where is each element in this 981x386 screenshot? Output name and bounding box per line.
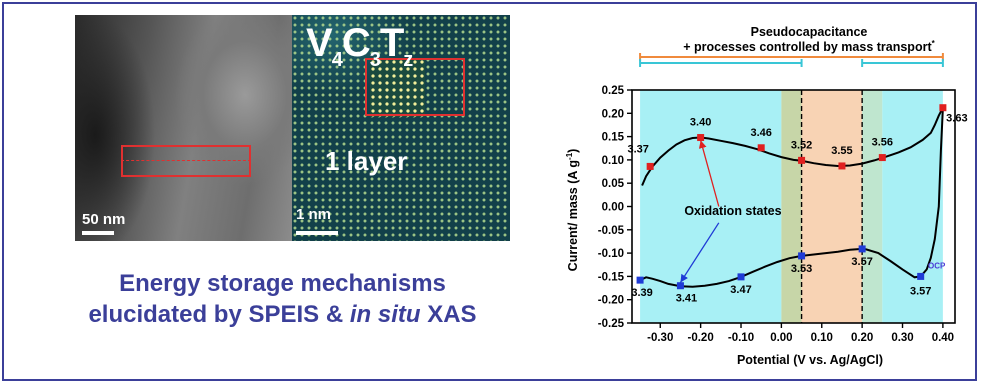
x-tick-label-2: -0.10 bbox=[728, 332, 754, 344]
cathodic-point-label-3: 3.53 bbox=[791, 263, 812, 275]
scale-label-left: 50 nm bbox=[82, 211, 126, 228]
x-tick-label-7: 0.40 bbox=[932, 332, 954, 344]
region-bracket-1 bbox=[639, 59, 803, 67]
anodic-point-label-5: 3.56 bbox=[872, 137, 893, 149]
y-tick-label-5: 0.00 bbox=[602, 202, 624, 214]
layer-roi-box bbox=[121, 145, 251, 177]
region-bracket-2 bbox=[861, 59, 944, 67]
caption-line-2: elucidated by SPEIS & in situ XAS bbox=[88, 301, 477, 328]
scale-bar-left bbox=[82, 231, 114, 235]
potential-region-3 bbox=[862, 90, 883, 323]
cathodic-point-3 bbox=[798, 252, 806, 260]
micrograph-low-mag bbox=[75, 15, 292, 241]
y-tick-label-4: -0.05 bbox=[598, 225, 625, 237]
anodic-point-4 bbox=[838, 162, 846, 170]
micrograph-atomic bbox=[292, 15, 510, 241]
y-tick-label-10: 0.25 bbox=[602, 85, 625, 97]
x-tick-label-4: 0.10 bbox=[811, 332, 833, 344]
cv-chart-svg: -0.30 -0.20 -0.10 0.00 0.10 0.20 0.30 0.40 -0.25… bbox=[565, 25, 968, 367]
stem-micrograph: V4C3Tz 1 layer 50 nm 1 nm bbox=[75, 15, 510, 241]
region-bracket-0 bbox=[639, 53, 944, 61]
top-label-mass-transport: + processes controlled by mass transport… bbox=[683, 39, 935, 54]
potential-region-1 bbox=[781, 90, 802, 323]
anodic-point-3 bbox=[798, 156, 806, 164]
cv-chart: -0.30 -0.20 -0.10 0.00 0.10 0.20 0.30 0.40 -0.25… bbox=[555, 0, 975, 381]
lattice-inset bbox=[370, 59, 425, 117]
x-axis-label: Potential (V vs. Ag/AgCl) bbox=[737, 353, 883, 367]
cathodic-point-label-2: 3.47 bbox=[730, 284, 751, 296]
y-tick-label-8: 0.15 bbox=[602, 132, 625, 144]
cathodic-point-1 bbox=[676, 282, 684, 290]
cathodic-point-0 bbox=[636, 276, 644, 284]
cathodic-point-label-0: 3.39 bbox=[631, 287, 652, 299]
anodic-point-label-2: 3.46 bbox=[750, 127, 771, 139]
y-tick-label-1: -0.20 bbox=[598, 295, 624, 307]
y-tick-label-7: 0.10 bbox=[602, 155, 624, 167]
x-tick-label-0: -0.30 bbox=[647, 332, 673, 344]
cathodic-point-2 bbox=[737, 273, 745, 281]
arrow-to-cathodic bbox=[679, 222, 720, 283]
cv-curve-cathodic bbox=[639, 107, 944, 288]
layer-label: 1 layer bbox=[325, 146, 408, 176]
y-tick-label-9: 0.20 bbox=[602, 108, 624, 120]
x-tick-label-6: 0.30 bbox=[891, 332, 913, 344]
cv-curve-anodic bbox=[641, 107, 944, 186]
cathodic-point-4 bbox=[858, 245, 866, 253]
arrow-to-anodic bbox=[698, 140, 720, 207]
potential-region-2 bbox=[801, 90, 863, 323]
anodic-point-5 bbox=[878, 154, 886, 162]
caption-line-1: Energy storage mechanisms bbox=[119, 270, 446, 297]
cathodic-point-label-4: 3.57 bbox=[851, 256, 872, 268]
x-tick-label-5: 0.20 bbox=[851, 332, 873, 344]
anodic-point-label-0: 3.37 bbox=[627, 143, 648, 155]
anodic-point-label-1: 3.40 bbox=[690, 117, 711, 129]
scale-bar-right bbox=[296, 231, 338, 235]
y-tick-label-2: -0.15 bbox=[598, 271, 625, 283]
cathodic-point-5 bbox=[917, 272, 925, 280]
layer-roi-dash bbox=[121, 160, 251, 161]
atomic-roi-box bbox=[365, 58, 465, 116]
oxidation-states-annotation: Oxidation states bbox=[684, 204, 781, 218]
formula-label: V4C3Tz bbox=[306, 21, 413, 71]
anodic-point-6 bbox=[939, 104, 947, 112]
anodic-point-label-4: 3.55 bbox=[831, 145, 852, 157]
y-tick-label-3: -0.10 bbox=[598, 248, 624, 260]
anodic-point-2 bbox=[757, 144, 765, 152]
anodic-point-label-6: 3.63 bbox=[946, 113, 967, 125]
top-label-pseudocapacitance: Pseudocapacitance bbox=[751, 25, 868, 39]
scale-label-right: 1 nm bbox=[296, 206, 332, 223]
anodic-point-1 bbox=[697, 134, 705, 142]
ocp-label: OCP bbox=[928, 261, 946, 270]
cathodic-point-label-1: 3.41 bbox=[676, 293, 697, 305]
anodic-point-label-3: 3.52 bbox=[791, 139, 812, 151]
y-tick-label-0: -0.25 bbox=[598, 318, 625, 330]
y-tick-label-6: 0.05 bbox=[602, 178, 625, 190]
y-axis-label: Current/ mass (A g-1) bbox=[565, 149, 580, 272]
caption: Energy storage mechanisms elucidated by … bbox=[15, 268, 550, 330]
anodic-point-0 bbox=[646, 162, 654, 170]
x-tick-label-1: -0.20 bbox=[688, 332, 714, 344]
cathodic-point-label-5: 3.57 bbox=[910, 285, 931, 297]
x-tick-label-3: 0.00 bbox=[770, 332, 792, 344]
